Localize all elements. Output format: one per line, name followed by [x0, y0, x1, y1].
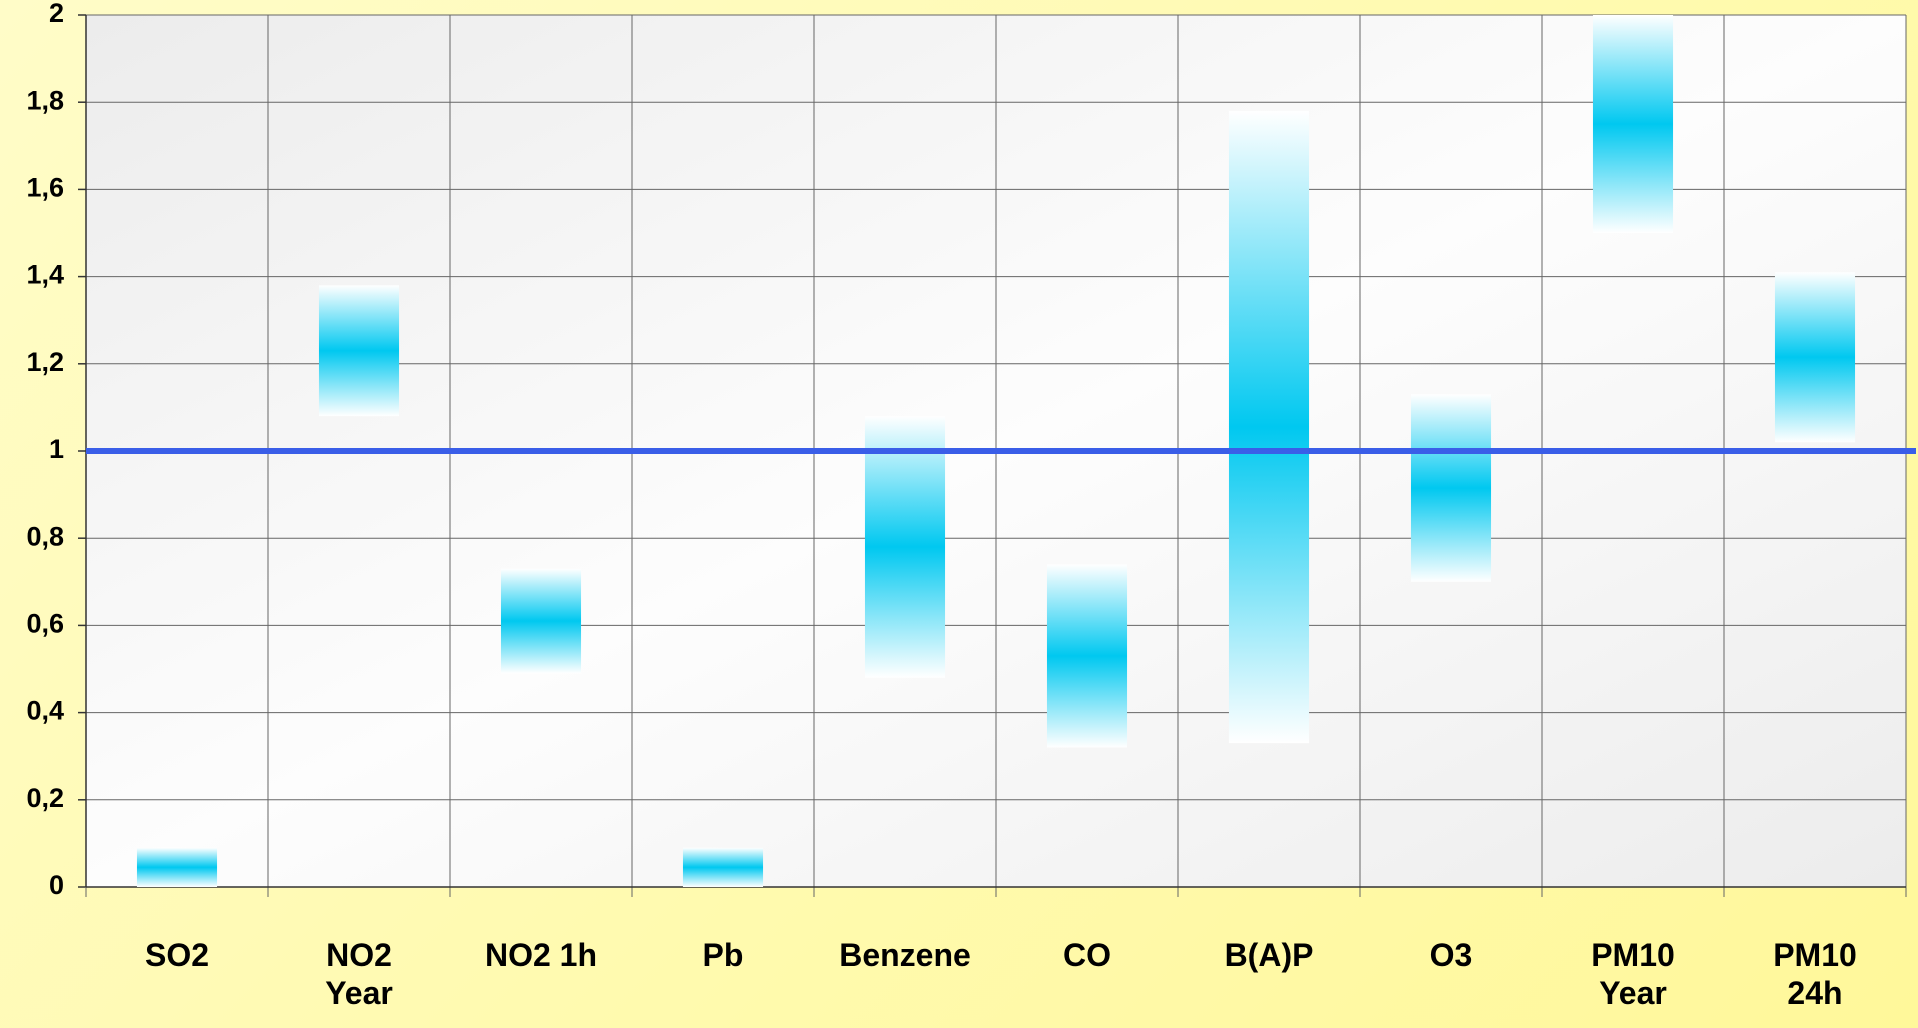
x-tick-label: NO2 Year: [325, 937, 393, 1011]
y-tick-label: 2: [49, 0, 64, 28]
x-tick-label: Benzene: [839, 937, 971, 973]
y-tick-label: 1,8: [26, 85, 64, 115]
range-bar: [1228, 110, 1310, 744]
y-tick-label: 0: [49, 870, 64, 900]
y-tick-label: 0,4: [26, 696, 64, 726]
range-bar: [1592, 15, 1674, 233]
x-tick-label: PM10 24h: [1773, 937, 1857, 1011]
y-tick-label: 0,8: [26, 521, 64, 551]
y-tick-label: 1: [49, 434, 64, 464]
range-bar: [864, 416, 946, 678]
x-tick-label: PM10 Year: [1591, 937, 1675, 1011]
range-bar: [1410, 394, 1492, 582]
y-tick-label: 1,2: [26, 347, 64, 377]
x-tick-label: SO2: [144, 937, 210, 973]
range-bar: [1046, 564, 1128, 748]
y-tick-label: 0,6: [26, 609, 64, 639]
y-tick-label: 1,4: [26, 260, 64, 290]
y-tick-label: 0,2: [26, 783, 64, 813]
x-tick-label: O3: [1429, 937, 1473, 973]
x-tick-label: B(A)P: [1224, 937, 1314, 973]
range-bar: [1774, 272, 1856, 443]
range-bar: [682, 847, 764, 887]
x-tick-label: CO: [1063, 937, 1111, 973]
range-bar: [136, 847, 218, 887]
x-tick-label: NO2 1h: [484, 937, 598, 973]
range-bar: [500, 568, 582, 674]
range-bar: [318, 285, 400, 417]
x-tick-label: Pb: [702, 937, 744, 973]
y-tick-label: 1,6: [26, 173, 64, 203]
